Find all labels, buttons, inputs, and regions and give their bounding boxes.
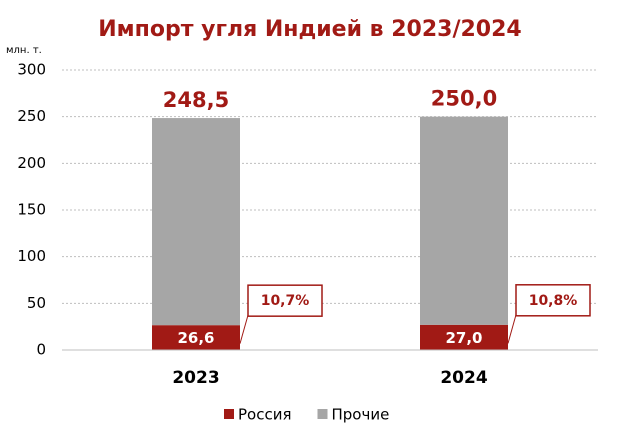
share-label: 10,8% bbox=[529, 293, 578, 309]
data-label: 26,6 bbox=[177, 329, 214, 347]
bar-segment bbox=[152, 118, 240, 326]
y-tick-label: 250 bbox=[17, 107, 46, 125]
y-tick-label: 100 bbox=[17, 247, 46, 265]
bar-segment bbox=[420, 116, 508, 325]
y-tick-label: 150 bbox=[17, 201, 46, 219]
bar-segment bbox=[420, 324, 508, 350]
callout-line bbox=[239, 315, 249, 344]
total-label: 248,5 bbox=[163, 88, 229, 112]
total-label: 250,0 bbox=[431, 87, 497, 111]
callout-box bbox=[515, 284, 591, 317]
legend-label: Россия bbox=[238, 406, 292, 424]
x-tick-label: 2023 bbox=[172, 368, 219, 388]
chart-title: Импорт угля Индией в 2023/2024 bbox=[98, 17, 521, 42]
legend-label: Прочие bbox=[332, 406, 390, 424]
callout-line bbox=[507, 314, 517, 344]
data-label: 27,0 bbox=[445, 329, 482, 347]
callout-box bbox=[247, 284, 323, 317]
bar-segment bbox=[152, 325, 240, 350]
y-tick-label: 300 bbox=[17, 61, 46, 79]
share-label: 10,7% bbox=[261, 293, 310, 309]
y-tick-label: 0 bbox=[36, 341, 46, 359]
y-tick-label: 50 bbox=[27, 294, 46, 312]
x-tick-label: 2024 bbox=[440, 368, 487, 388]
y-unit: млн. т. bbox=[6, 45, 42, 56]
y-tick-label: 200 bbox=[17, 154, 46, 172]
legend-swatch bbox=[317, 409, 328, 419]
legend-swatch bbox=[224, 409, 234, 419]
